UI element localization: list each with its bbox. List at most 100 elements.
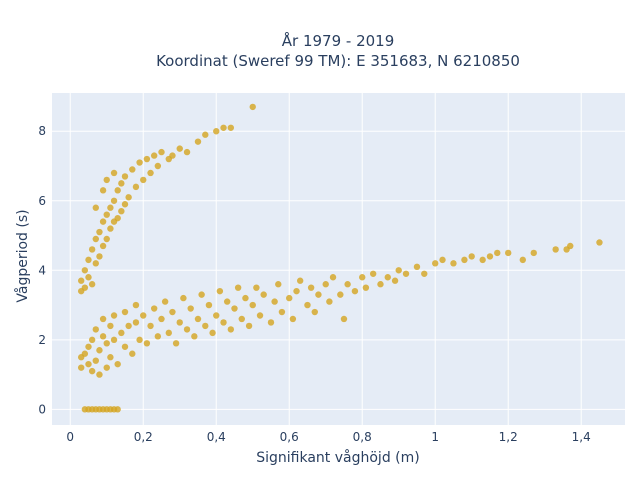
data-point	[85, 343, 92, 350]
chart-title-line-2: Koordinat (Sweref 99 TM): E 351683, N 62…	[156, 52, 520, 70]
data-point	[362, 284, 370, 291]
data-point	[143, 155, 151, 163]
data-point	[340, 315, 348, 323]
data-point	[329, 274, 337, 281]
data-point	[110, 169, 118, 177]
x-axis-title: Signifikant våghöjd (m)	[256, 449, 419, 466]
data-point	[132, 183, 140, 191]
data-point	[81, 267, 89, 274]
data-point	[92, 357, 99, 364]
data-point	[176, 145, 183, 152]
tick-labels: 0 0,2 0,4 0,6 0,8 1 1,2 1,4 0 2 4 6 8	[38, 124, 590, 444]
data-point	[85, 256, 92, 264]
x-tick-label: 0	[66, 430, 74, 444]
data-point	[413, 263, 421, 271]
data-points	[77, 103, 603, 413]
data-point	[223, 298, 231, 305]
x-tick-label: 0,8	[353, 430, 372, 444]
data-point	[322, 281, 329, 288]
data-point	[92, 326, 99, 333]
data-point	[194, 138, 202, 145]
data-point	[132, 319, 140, 326]
data-point	[169, 308, 176, 316]
data-point	[107, 204, 114, 211]
data-point	[114, 187, 121, 194]
data-point	[187, 305, 194, 312]
data-point	[136, 159, 143, 166]
data-point	[81, 284, 89, 291]
data-point	[220, 124, 227, 131]
data-point	[377, 281, 384, 288]
data-point	[88, 246, 96, 253]
data-point	[198, 291, 205, 298]
data-point	[304, 301, 311, 309]
data-point	[180, 294, 187, 302]
data-point	[242, 294, 249, 302]
data-point	[147, 322, 154, 330]
data-point	[154, 162, 162, 170]
data-point	[88, 281, 96, 288]
data-point	[129, 166, 136, 173]
data-point	[85, 360, 92, 368]
x-tick-label: 0,2	[134, 430, 153, 444]
data-point	[249, 301, 256, 309]
data-point	[205, 301, 213, 309]
data-point	[110, 336, 118, 344]
data-point	[81, 350, 89, 357]
data-point	[267, 319, 275, 326]
chart-title-line-1: År 1979 - 2019	[282, 31, 395, 50]
data-point	[121, 343, 129, 350]
data-point	[402, 270, 410, 277]
data-point	[158, 148, 165, 156]
x-tick-label: 1,2	[499, 430, 518, 444]
data-point	[99, 218, 107, 225]
data-point	[293, 287, 300, 295]
data-point	[118, 207, 125, 215]
data-point	[213, 128, 220, 135]
data-point	[567, 242, 574, 250]
data-point	[202, 131, 209, 138]
data-point	[103, 235, 110, 243]
data-point	[165, 329, 172, 337]
data-point	[552, 246, 559, 253]
data-point	[296, 277, 304, 284]
y-tick-label: 4	[38, 263, 46, 277]
data-point	[129, 350, 136, 357]
y-axis-title: Vågperiod (s)	[14, 209, 31, 302]
data-point	[191, 333, 198, 340]
x-tick-label: 0,4	[207, 430, 226, 444]
plot-area	[52, 93, 625, 425]
data-point	[202, 322, 209, 330]
data-point	[96, 371, 103, 378]
data-point	[286, 294, 293, 302]
data-point	[216, 287, 224, 295]
data-point	[432, 260, 439, 267]
data-point	[114, 214, 121, 222]
data-point	[395, 267, 402, 274]
data-point	[92, 204, 99, 211]
data-point	[344, 281, 351, 288]
data-point	[92, 235, 99, 243]
data-point	[99, 315, 107, 323]
data-point	[161, 298, 169, 305]
y-tick-label: 0	[38, 402, 46, 416]
data-point	[125, 322, 132, 330]
data-point	[92, 260, 99, 267]
data-point	[519, 256, 527, 264]
data-point	[275, 281, 282, 288]
data-point	[249, 103, 256, 111]
data-point	[132, 301, 140, 309]
data-point	[391, 277, 399, 284]
data-point	[326, 298, 333, 305]
data-point	[103, 340, 110, 347]
data-point	[150, 305, 158, 312]
data-point	[468, 253, 475, 260]
data-point	[183, 326, 191, 333]
data-point	[194, 315, 202, 323]
data-point	[439, 256, 446, 264]
data-point	[421, 270, 428, 277]
data-point	[450, 260, 457, 267]
data-point	[125, 194, 132, 201]
data-point	[315, 291, 322, 298]
